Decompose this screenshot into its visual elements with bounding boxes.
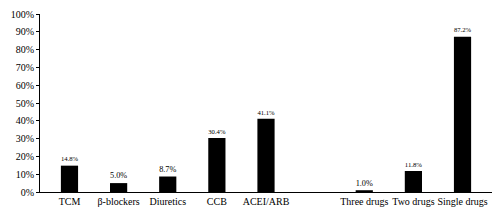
svg-text:0%: 0% [21, 187, 34, 198]
svg-text:5.0%: 5.0% [110, 171, 127, 180]
svg-text:50%: 50% [16, 98, 34, 109]
svg-text:CCB: CCB [207, 196, 227, 207]
svg-text:87.2%: 87.2% [454, 26, 472, 33]
svg-text:41.1%: 41.1% [257, 109, 275, 116]
svg-text:80%: 80% [16, 44, 34, 55]
svg-text:Single drugs: Single drugs [437, 196, 487, 207]
svg-text:70%: 70% [16, 62, 34, 73]
svg-text:90%: 90% [16, 26, 34, 37]
svg-text:β-blockers: β-blockers [97, 196, 139, 207]
svg-text:Diuretics: Diuretics [149, 196, 186, 207]
svg-text:1.0%: 1.0% [356, 179, 373, 188]
svg-text:30%: 30% [16, 133, 34, 144]
svg-text:ACEI/ARB: ACEI/ARB [243, 196, 290, 207]
svg-text:30.4%: 30.4% [208, 128, 226, 135]
svg-text:60%: 60% [16, 80, 34, 91]
svg-text:40%: 40% [16, 115, 34, 126]
svg-text:14.8%: 14.8% [61, 155, 79, 162]
svg-text:Two drugs: Two drugs [392, 196, 434, 207]
svg-text:TCM: TCM [59, 196, 81, 207]
svg-text:11.8%: 11.8% [405, 161, 423, 168]
svg-text:10%: 10% [16, 169, 34, 180]
svg-text:20%: 20% [16, 151, 34, 162]
svg-text:100%: 100% [11, 9, 34, 20]
svg-text:Three drugs: Three drugs [340, 196, 388, 207]
svg-text:8.7%: 8.7% [159, 165, 176, 174]
